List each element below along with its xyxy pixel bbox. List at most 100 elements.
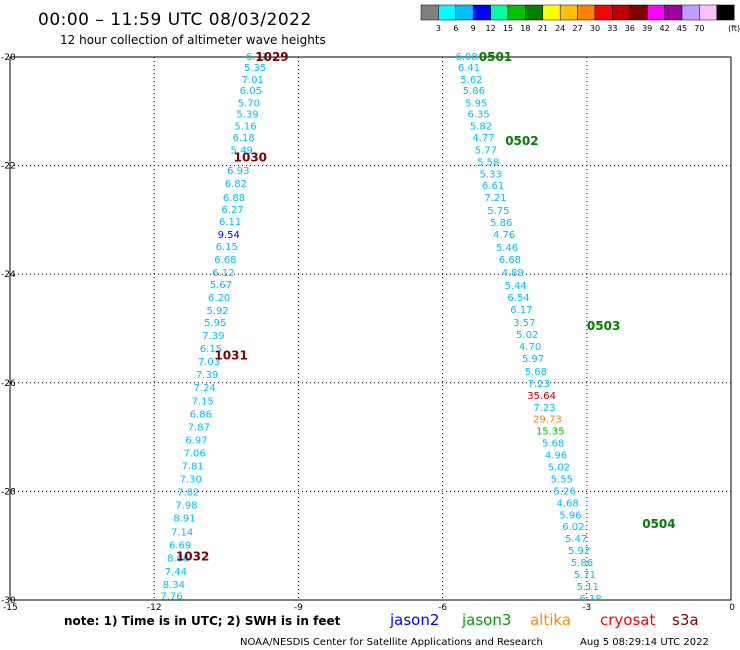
satellite-jason2: jason2 bbox=[389, 611, 439, 629]
wave-height-label: 5.96 bbox=[559, 510, 581, 521]
colorbar-swatch bbox=[577, 4, 596, 21]
wave-height-label: 5.95 bbox=[465, 99, 487, 110]
colorbar-label: 45 bbox=[677, 24, 687, 33]
wave-height-label: 6.61 bbox=[482, 181, 504, 192]
wave-height-label: 5.35 bbox=[244, 63, 266, 74]
wave-height-label: 5.97 bbox=[522, 354, 544, 365]
y-tick-label: -20 bbox=[1, 53, 16, 63]
wave-height-label: 6.18 bbox=[580, 594, 602, 605]
wave-height-labels: 6.725.357.016.055.705.395.166.185.496.93… bbox=[160, 52, 602, 605]
y-tick-label: -30 bbox=[1, 596, 16, 606]
wave-height-label: 6.86 bbox=[190, 409, 212, 420]
plot-area: -15 -12 -9 -6 -3 0 -20-22-24-26-28-30 6.725.3… bbox=[1, 50, 735, 613]
pass-label: 0501 bbox=[479, 50, 512, 64]
wave-height-label: 7.23 bbox=[528, 379, 550, 390]
wave-height-label: 15.35 bbox=[536, 427, 565, 438]
pass-label: 1030 bbox=[234, 150, 267, 164]
wave-height-label: 4.76 bbox=[493, 230, 515, 241]
x-tick-label: -6 bbox=[438, 603, 447, 613]
colorbar-label: 33 bbox=[607, 24, 617, 33]
wave-height-label: 6.05 bbox=[240, 86, 262, 97]
wave-height-label: 7.39 bbox=[196, 370, 218, 381]
wave-height-label: 6.02 bbox=[562, 522, 584, 533]
colorbar-swatch bbox=[594, 4, 613, 21]
wave-height-label: 6.93 bbox=[227, 166, 249, 177]
wave-height-label: 6.41 bbox=[458, 63, 480, 74]
wave-height-label: 7.30 bbox=[180, 474, 202, 485]
wave-height-label: 7.98 bbox=[175, 501, 197, 512]
wave-height-label: 5.26 bbox=[554, 486, 576, 497]
y-tick-label: -26 bbox=[1, 379, 16, 389]
wave-height-label: 5.82 bbox=[470, 122, 492, 133]
wave-height-label: 7.15 bbox=[192, 396, 214, 407]
colorbar-swatch bbox=[629, 4, 648, 21]
wave-height-label: 5.86 bbox=[490, 218, 512, 229]
wave-height-label: 6.20 bbox=[208, 293, 230, 304]
colorbar-unit: (ft) bbox=[728, 24, 740, 33]
wave-height-label: 6.35 bbox=[468, 110, 490, 121]
wave-height-label: 6.08 bbox=[456, 52, 478, 63]
grid-lines bbox=[10, 57, 731, 600]
chart-title: 00:00 – 11:59 UTC 08/03/2022 bbox=[38, 10, 312, 30]
wave-height-label: 6.82 bbox=[225, 179, 247, 190]
wave-height-label: 5.71 bbox=[574, 570, 596, 581]
wave-height-label: 5.68 bbox=[542, 439, 564, 450]
wave-height-label: 5.70 bbox=[238, 99, 260, 110]
colorbar-label: 9 bbox=[471, 24, 476, 33]
y-tick-label: -28 bbox=[1, 487, 16, 497]
wave-height-label: 7.21 bbox=[484, 193, 506, 204]
colorbar-swatch bbox=[664, 4, 683, 21]
x-tick-label: -12 bbox=[147, 603, 162, 613]
wave-height-label: 7.23 bbox=[533, 403, 555, 414]
wave-height-label: 6.15 bbox=[216, 242, 238, 253]
colorbar-label: 6 bbox=[453, 24, 458, 33]
colorbar-swatch bbox=[699, 4, 718, 21]
chart-subtitle: 12 hour collection of altimeter wave hei… bbox=[60, 33, 326, 47]
wave-height-label: 5.39 bbox=[236, 110, 258, 121]
wave-height-label: 7.44 bbox=[165, 567, 187, 578]
wave-height-label: 6.88 bbox=[223, 193, 245, 204]
wave-height-label: 7.82 bbox=[177, 487, 199, 498]
colorbar-swatch bbox=[646, 4, 665, 21]
wave-height-label: 5.02 bbox=[548, 463, 570, 474]
wave-height-label: 35.64 bbox=[527, 391, 556, 402]
satellite-s3a: s3a bbox=[672, 611, 699, 629]
wave-height-label: 6.72 bbox=[246, 52, 268, 63]
wave-height-label: 5.68 bbox=[525, 367, 547, 378]
pass-labels: 1029 1030 1031 1032 0501 0502 0503 0504 bbox=[176, 50, 676, 564]
wave-height-label: 6.15 bbox=[200, 344, 222, 355]
colorbar-label: 12 bbox=[486, 24, 496, 33]
colorbar-swatch bbox=[559, 4, 578, 21]
wave-height-label: 7.14 bbox=[171, 528, 193, 539]
wave-height-label: 4.70 bbox=[519, 342, 541, 353]
colorbar-label: 42 bbox=[660, 24, 670, 33]
wave-height-label: 6.17 bbox=[510, 305, 532, 316]
wave-height-label: 7.76 bbox=[160, 592, 182, 603]
wave-height-label: 5.92 bbox=[207, 306, 229, 317]
wave-height-label: 5.62 bbox=[460, 75, 482, 86]
satellite-altika: altika bbox=[530, 611, 571, 629]
wave-height-label: 8.91 bbox=[173, 514, 195, 525]
colorbar-swatch bbox=[681, 4, 700, 21]
wave-height-label: 7.03 bbox=[198, 357, 220, 368]
wave-height-label: 5.67 bbox=[210, 280, 232, 291]
wave-height-label: 6.68 bbox=[499, 255, 521, 266]
wave-height-label: 6.18 bbox=[232, 133, 254, 144]
plot-frame bbox=[9, 56, 732, 601]
colorbar-swatch bbox=[716, 4, 735, 21]
wave-height-label: 4.89 bbox=[502, 268, 524, 279]
color-legend: 3 6 9 12 15 18 21 24 27 30 33 36 39 42 45 70 (ft) bbox=[420, 4, 740, 33]
colorbar-swatch bbox=[507, 4, 526, 21]
colorbar-label: 30 bbox=[590, 24, 600, 33]
colorbar-label: 24 bbox=[555, 24, 565, 33]
wave-height-label: 7.87 bbox=[188, 422, 210, 433]
wave-height-label: 7.01 bbox=[242, 75, 264, 86]
wave-height-label: 5.86 bbox=[571, 558, 593, 569]
wave-height-label: 4.77 bbox=[472, 133, 494, 144]
wave-height-label: 3.57 bbox=[513, 318, 535, 329]
colorbar-swatch bbox=[420, 4, 439, 21]
wave-height-label: 6.68 bbox=[214, 255, 236, 266]
colorbar-swatch bbox=[542, 4, 561, 21]
colorbar-label: 21 bbox=[538, 24, 548, 33]
y-tick-label: -22 bbox=[1, 162, 16, 172]
